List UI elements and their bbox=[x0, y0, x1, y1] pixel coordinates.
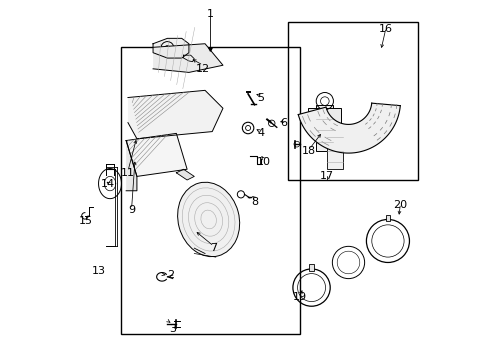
Text: 14: 14 bbox=[101, 179, 115, 189]
Bar bbox=[316, 105, 333, 151]
Polygon shape bbox=[153, 39, 188, 58]
Text: 6: 6 bbox=[280, 118, 287, 128]
Bar bbox=[309, 264, 313, 271]
Text: 16: 16 bbox=[378, 24, 392, 35]
Polygon shape bbox=[126, 140, 137, 191]
Text: 15: 15 bbox=[79, 216, 92, 226]
Text: 2: 2 bbox=[167, 270, 174, 280]
Bar bbox=[121, 47, 300, 334]
Text: 4: 4 bbox=[257, 129, 264, 138]
Text: 9: 9 bbox=[128, 206, 135, 216]
Text: 5: 5 bbox=[257, 93, 264, 103]
Text: 13: 13 bbox=[92, 266, 106, 276]
Polygon shape bbox=[153, 44, 223, 72]
Bar bbox=[326, 126, 343, 169]
Bar bbox=[287, 22, 418, 180]
Text: 20: 20 bbox=[393, 200, 407, 210]
Text: 17: 17 bbox=[319, 171, 333, 181]
Ellipse shape bbox=[177, 182, 239, 257]
Text: 10: 10 bbox=[257, 157, 271, 167]
Text: 11: 11 bbox=[121, 168, 135, 178]
Polygon shape bbox=[298, 103, 400, 153]
Text: 8: 8 bbox=[251, 197, 258, 207]
Text: 19: 19 bbox=[292, 292, 306, 302]
Bar bbox=[385, 215, 389, 221]
Polygon shape bbox=[176, 169, 194, 180]
Text: 1: 1 bbox=[206, 9, 213, 19]
Polygon shape bbox=[128, 90, 223, 139]
Text: 18: 18 bbox=[302, 146, 315, 156]
Text: 3: 3 bbox=[169, 324, 176, 334]
Text: 7: 7 bbox=[210, 243, 217, 253]
Polygon shape bbox=[126, 134, 187, 176]
Text: 12: 12 bbox=[196, 64, 210, 74]
Bar bbox=[308, 108, 341, 123]
Polygon shape bbox=[183, 55, 194, 62]
